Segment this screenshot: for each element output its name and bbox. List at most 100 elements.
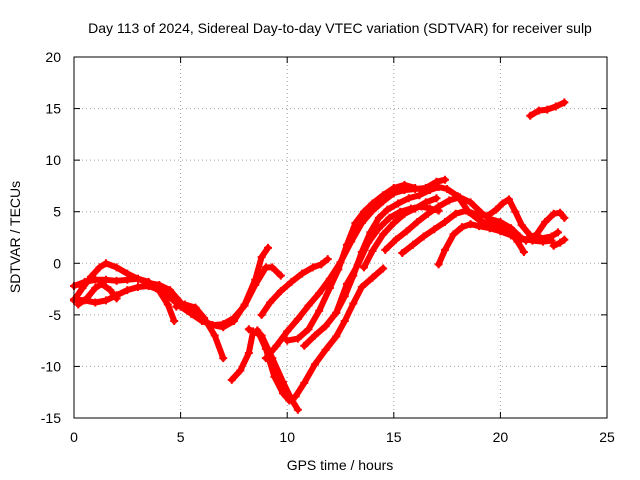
data-series-trace-17 — [435, 221, 555, 268]
data-point — [383, 205, 392, 214]
x-tick-label: 20 — [493, 429, 509, 445]
data-point — [368, 246, 377, 255]
data-point — [91, 298, 100, 307]
data-point — [332, 332, 341, 341]
data-point — [541, 218, 550, 227]
data-point — [560, 213, 569, 222]
data-point — [133, 274, 142, 283]
data-point — [266, 298, 275, 307]
data-point — [293, 314, 302, 323]
data-point — [304, 301, 313, 310]
data-point — [400, 209, 409, 218]
data-point — [400, 180, 409, 189]
data-point — [368, 206, 377, 215]
data-point — [123, 286, 132, 295]
data-point — [163, 300, 172, 309]
data-point — [411, 183, 420, 192]
data-point — [315, 306, 324, 315]
x-tick-label: 25 — [599, 429, 615, 445]
data-point — [475, 222, 484, 231]
x-tick-label: 15 — [386, 429, 402, 445]
data-point — [342, 240, 351, 249]
data-point — [411, 204, 420, 213]
x-tick-label: 5 — [177, 429, 185, 445]
data-point — [308, 263, 317, 272]
data-point — [543, 105, 552, 114]
data-point — [498, 199, 507, 208]
data-point — [261, 344, 270, 353]
data-point — [485, 224, 494, 233]
data-point — [374, 213, 383, 222]
data-point — [244, 325, 253, 334]
data-point — [353, 261, 362, 270]
data-point — [511, 207, 520, 216]
data-point — [449, 230, 458, 239]
data-point — [321, 345, 330, 354]
data-point — [334, 265, 343, 274]
data-point — [521, 236, 530, 245]
data-point — [310, 331, 319, 340]
data-point — [325, 284, 334, 293]
data-layer — [70, 98, 569, 414]
data-point — [556, 238, 565, 247]
data-point — [155, 287, 164, 296]
data-point — [95, 263, 104, 272]
x-tick-label: 0 — [70, 429, 78, 445]
data-point — [219, 354, 228, 363]
data-point — [332, 308, 341, 317]
data-point — [244, 349, 253, 358]
data-point — [74, 300, 83, 309]
data-point — [272, 341, 281, 350]
data-point — [483, 211, 492, 220]
data-point — [423, 209, 432, 218]
y-tick-label: 0 — [53, 255, 61, 271]
data-point — [180, 300, 189, 309]
data-point — [539, 237, 548, 246]
data-point — [532, 230, 541, 239]
data-point — [229, 317, 238, 326]
y-tick-label: 20 — [45, 49, 61, 65]
data-point — [236, 366, 245, 375]
data-point — [315, 289, 324, 298]
data-point — [408, 240, 417, 249]
data-point — [106, 286, 115, 295]
data-point — [300, 341, 309, 350]
data-point — [340, 317, 349, 326]
data-point — [112, 294, 121, 303]
data-point — [379, 230, 388, 239]
data-point — [519, 247, 528, 256]
data-point — [517, 221, 526, 230]
data-point — [101, 259, 110, 268]
data-point — [434, 182, 443, 191]
data-point — [445, 196, 454, 205]
data-point — [440, 218, 449, 227]
data-point — [560, 235, 569, 244]
data-point — [253, 326, 262, 335]
data-point — [426, 186, 435, 195]
data-point — [462, 206, 471, 215]
data-point — [240, 300, 249, 309]
y-tick-label: 15 — [45, 101, 61, 117]
data-point — [112, 263, 121, 272]
y-tick-label: -5 — [49, 307, 62, 323]
data-point — [357, 283, 366, 292]
data-point — [310, 360, 319, 369]
data-point — [492, 205, 501, 214]
data-point — [270, 372, 279, 381]
data-point — [321, 322, 330, 331]
data-point — [82, 294, 91, 303]
data-point — [432, 194, 441, 203]
data-point — [402, 227, 411, 236]
y-tick-label: -10 — [41, 358, 61, 374]
data-point — [391, 235, 400, 244]
y-tick-label: 10 — [45, 152, 61, 168]
data-point — [496, 227, 505, 236]
data-point — [385, 213, 394, 222]
data-point — [172, 302, 181, 311]
data-point — [80, 277, 89, 286]
data-point — [293, 405, 302, 414]
data-point — [91, 275, 100, 284]
data-point — [534, 106, 543, 115]
data-point — [359, 263, 368, 272]
